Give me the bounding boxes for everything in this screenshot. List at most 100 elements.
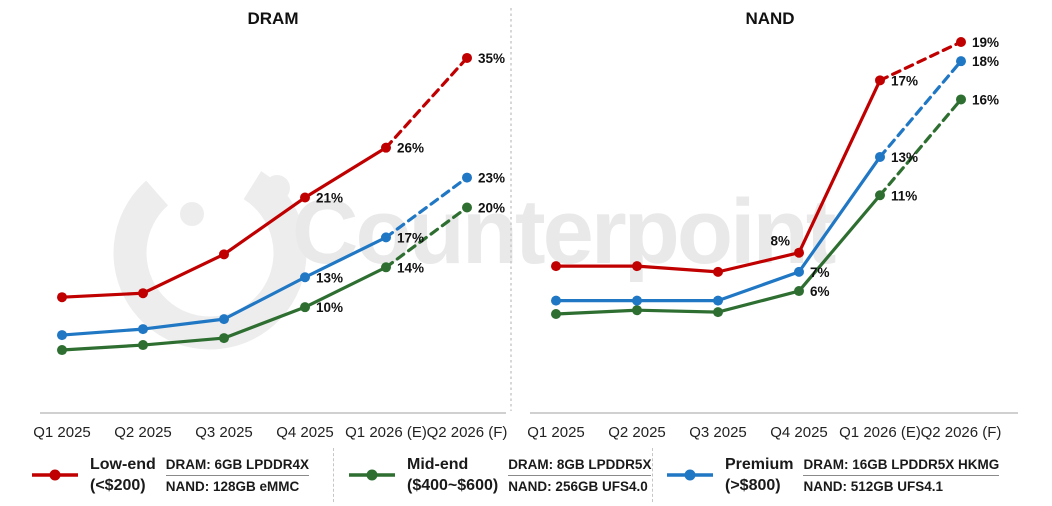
series-line-forecast xyxy=(878,59,963,159)
x-axis-label: Q2 2025 xyxy=(608,424,666,441)
legend-dram-spec: DRAM: 16GB LPDDR5X HKMG xyxy=(803,457,1000,476)
legend-separator xyxy=(652,448,653,502)
series-line-forecast xyxy=(384,205,469,269)
data-point xyxy=(219,333,229,344)
data-point xyxy=(219,249,229,260)
data-point xyxy=(794,286,804,297)
data-label: 26% xyxy=(397,141,424,156)
x-axis-label: Q3 2025 xyxy=(689,424,747,441)
data-label: 17% xyxy=(891,73,918,88)
legend-name-line2: (>$800) xyxy=(725,477,781,494)
legend-name-low-end: Low-end (<$200) xyxy=(90,454,156,496)
legend-specs-premium: DRAM: 16GB LPDDR5X HKMG NAND: 512GB UFS4… xyxy=(803,457,1000,494)
data-point xyxy=(138,324,148,335)
data-point xyxy=(632,305,642,316)
data-label: 10% xyxy=(316,300,343,315)
data-point xyxy=(462,172,472,183)
series-line-forecast xyxy=(878,40,963,82)
data-point xyxy=(57,292,67,303)
logo-inner-dot xyxy=(180,202,204,226)
legend-group-low-end: Low-end (<$200) DRAM: 6GB LPDDR4X NAND: … xyxy=(30,454,310,496)
data-point xyxy=(57,330,67,341)
data-point xyxy=(875,75,885,86)
legend-specs-low-end: DRAM: 6GB LPDDR4X NAND: 128GB eMMC xyxy=(165,457,310,494)
x-axis-label: Q2 2026 (F) xyxy=(921,424,1002,441)
data-label: 13% xyxy=(316,270,343,285)
series-line-forecast xyxy=(878,97,963,197)
data-point xyxy=(462,202,472,213)
x-axis-label: Q1 2025 xyxy=(33,424,91,441)
data-label: 7% xyxy=(810,265,830,280)
legend-dram-spec: DRAM: 6GB LPDDR4X xyxy=(165,457,310,476)
x-axis-label: Q2 2026 (F) xyxy=(427,424,508,441)
data-label: 18% xyxy=(972,54,999,69)
x-axis-label: Q2 2025 xyxy=(114,424,172,441)
legend-separator xyxy=(333,448,334,502)
data-label: 6% xyxy=(810,284,830,299)
data-label: 14% xyxy=(397,260,424,275)
data-point xyxy=(794,266,804,277)
data-point xyxy=(713,266,723,277)
series-line-solid xyxy=(554,78,882,274)
data-point xyxy=(551,309,561,320)
charts-canvas: DRAM Q1 2025 Q2 2025 Q3 2025 Q4 2025 Q1 2026 … xyxy=(33,8,1018,441)
data-point xyxy=(300,192,310,203)
logo-ring xyxy=(113,156,307,350)
legend-name-premium: Premium (>$800) xyxy=(725,454,793,496)
mid-end-series-marker-icon xyxy=(349,469,395,481)
series-line-solid xyxy=(554,155,882,303)
data-point xyxy=(551,295,561,306)
data-label: 19% xyxy=(972,35,999,50)
data-point xyxy=(875,151,885,162)
x-axis-label: Q3 2025 xyxy=(195,424,253,441)
data-label: 21% xyxy=(316,191,343,206)
data-label: 8% xyxy=(770,234,790,249)
data-point xyxy=(956,37,966,47)
x-axis-label: Q1 2026 (E) xyxy=(839,424,921,441)
legend-name-line1: Premium xyxy=(725,456,794,473)
legend-name-line1: Mid-end xyxy=(407,456,469,473)
data-point xyxy=(551,261,561,272)
data-label: 11% xyxy=(891,188,917,203)
data-point xyxy=(956,56,966,67)
data-point xyxy=(794,247,804,258)
legend-specs-mid-end: DRAM: 8GB LPDDR5X NAND: 256GB UFS4.0 xyxy=(508,457,652,494)
legend-nand-spec: NAND: 512GB UFS4.1 xyxy=(803,478,944,494)
logo-ball xyxy=(264,175,290,201)
premium-series-marker-icon xyxy=(667,469,713,481)
x-axis-label: Q1 2026 (E) xyxy=(345,424,427,441)
x-axis-label: Q4 2025 xyxy=(770,424,828,441)
data-point xyxy=(632,295,642,306)
data-point xyxy=(956,94,966,105)
data-point xyxy=(381,232,391,243)
legend-dram-spec: DRAM: 8GB LPDDR5X xyxy=(508,457,652,476)
data-point xyxy=(381,262,391,273)
data-point xyxy=(300,302,310,313)
data-label: 35% xyxy=(478,51,505,66)
data-point xyxy=(632,261,642,272)
data-point xyxy=(462,52,472,63)
chart-title: NAND xyxy=(745,9,794,28)
legend-name-line1: Low-end xyxy=(90,456,156,473)
x-axis-label: Q4 2025 xyxy=(276,424,334,441)
legend-nand-spec: NAND: 256GB UFS4.0 xyxy=(508,478,648,494)
legend-group-premium: Premium (>$800) DRAM: 16GB LPDDR5X HKMG … xyxy=(665,454,1000,496)
data-point xyxy=(138,288,148,299)
chart-title: DRAM xyxy=(248,9,299,28)
data-point xyxy=(219,314,229,325)
watermark-text: Counterpoint xyxy=(292,181,836,283)
low-end-series-marker-icon xyxy=(32,469,78,481)
data-label: 13% xyxy=(891,150,918,165)
data-point xyxy=(57,345,67,356)
data-label: 17% xyxy=(397,230,424,245)
legend: Low-end (<$200) DRAM: 6GB LPDDR4X NAND: … xyxy=(0,446,1052,506)
data-point xyxy=(875,190,885,201)
data-label: 20% xyxy=(478,200,505,215)
legend-name-line2: ($400~$600) xyxy=(407,477,499,494)
legend-nand-spec: NAND: 128GB eMMC xyxy=(165,478,300,494)
data-point xyxy=(713,295,723,306)
data-label: 16% xyxy=(972,92,999,107)
